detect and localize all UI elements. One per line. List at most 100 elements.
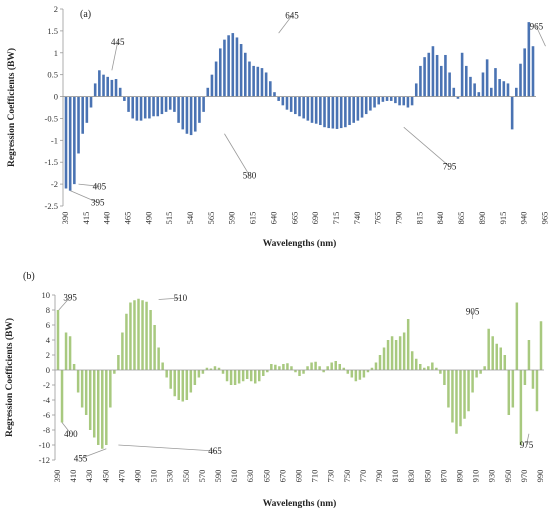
bar [98, 70, 101, 97]
bar [214, 61, 218, 97]
bar [374, 362, 378, 370]
bar [531, 370, 535, 389]
y-axis-label: Regression Coefficients (BW) [4, 318, 15, 437]
bar [113, 370, 116, 374]
bar [189, 96, 193, 136]
bar [360, 96, 364, 118]
bar [427, 366, 430, 370]
bar [339, 96, 343, 129]
bar [131, 96, 135, 119]
bar [237, 370, 241, 384]
bar [414, 83, 418, 97]
bar [398, 336, 402, 370]
bar [327, 96, 330, 129]
x-tick-label: 715 [331, 212, 341, 225]
bar [346, 370, 350, 374]
bar [110, 79, 114, 97]
bar [197, 370, 201, 378]
bar [485, 59, 489, 97]
x-tick-label: 670 [277, 470, 287, 483]
x-tick-label: 650 [261, 470, 271, 483]
annotation-leader-line [526, 433, 530, 446]
bar [185, 370, 189, 400]
bar [535, 370, 539, 412]
bar [225, 370, 229, 382]
bar [402, 332, 406, 370]
bar [389, 96, 393, 101]
bar [157, 347, 160, 370]
bar [394, 96, 397, 104]
bar [498, 79, 501, 97]
bar [229, 370, 233, 385]
bar [68, 96, 72, 191]
bar [419, 65, 422, 97]
bar [123, 96, 126, 101]
annotation-label: 395 [91, 197, 105, 207]
bar [381, 96, 385, 102]
bar [239, 44, 243, 97]
bar [173, 370, 176, 397]
bar [506, 83, 510, 97]
bar [467, 370, 470, 412]
bar [298, 370, 301, 376]
bar [106, 76, 109, 97]
bar [502, 81, 506, 97]
bar [235, 37, 239, 97]
x-tick-label: 890 [454, 470, 464, 483]
bar [460, 52, 464, 97]
bar [378, 355, 382, 370]
x-axis-label: Wavelengths (nm) [263, 238, 337, 249]
y-tick-label: -2 [51, 179, 58, 189]
bar [153, 325, 156, 370]
y-tick-label: 8 [46, 305, 50, 315]
bar [165, 370, 168, 378]
bar [269, 81, 272, 97]
bar [92, 370, 96, 438]
bar [177, 96, 180, 123]
bar [181, 96, 185, 130]
bar [125, 313, 128, 370]
bar [483, 366, 486, 370]
annotation-label: 510 [174, 293, 188, 303]
x-tick-label: 430 [84, 470, 94, 483]
y-tick-label: -6 [43, 410, 50, 420]
annotation-label: 465 [208, 446, 222, 456]
bar [133, 300, 136, 370]
bar [319, 96, 322, 126]
bar [256, 66, 260, 97]
x-tick-label: 910 [471, 470, 481, 483]
annotation-leader-line [535, 26, 546, 47]
bar [289, 96, 293, 112]
x-tick-label: 930 [487, 470, 497, 483]
x-tick-label: 590 [213, 470, 223, 483]
bar [352, 96, 355, 123]
bar [118, 87, 122, 97]
bar [202, 96, 205, 112]
x-tick-label: 690 [310, 212, 320, 225]
bar [394, 340, 398, 370]
bar [169, 370, 172, 389]
bar [249, 370, 253, 382]
y-tick-label: 0.5 [47, 70, 58, 80]
bar [160, 96, 164, 115]
bar [366, 370, 370, 373]
panel-label: (a) [80, 9, 91, 20]
bar [161, 362, 164, 370]
annotation-label: 975 [520, 440, 534, 450]
bar [495, 343, 498, 370]
bar [310, 362, 313, 370]
y-axis-label: Regression Coefficients (BW) [6, 48, 17, 167]
x-tick-label: 750 [342, 470, 352, 483]
x-tick-label: 390 [52, 470, 62, 483]
bar [266, 370, 269, 373]
bar [213, 366, 217, 370]
bar [527, 22, 531, 97]
y-tick-label: 10 [42, 290, 51, 300]
bar [76, 370, 80, 393]
y-tick-label: -1.5 [45, 157, 58, 167]
bar [539, 321, 543, 370]
bar [385, 96, 389, 101]
x-tick-label: 865 [456, 212, 466, 225]
bar [80, 370, 84, 408]
